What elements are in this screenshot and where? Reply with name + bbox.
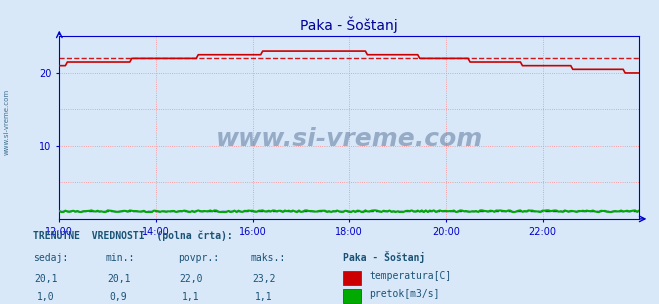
Text: maks.:: maks.: [250,253,285,263]
Text: Paka - Šoštanj: Paka - Šoštanj [343,250,425,263]
Text: 20,1: 20,1 [34,274,58,284]
Text: 1,1: 1,1 [255,292,272,302]
Text: povpr.:: povpr.: [178,253,219,263]
Text: www.si-vreme.com: www.si-vreme.com [3,88,9,155]
Text: 22,0: 22,0 [179,274,203,284]
Text: TRENUTNE  VREDNOSTI  (polna črta):: TRENUTNE VREDNOSTI (polna črta): [33,231,233,241]
Text: 23,2: 23,2 [252,274,275,284]
Bar [343,289,361,303]
Text: www.si-vreme.com: www.si-vreme.com [215,127,483,150]
Text: min.:: min.: [105,253,135,263]
Title: Paka - Šoštanj: Paka - Šoštanj [301,16,398,33]
Text: pretok[m3/s]: pretok[m3/s] [369,289,440,299]
Text: 1,1: 1,1 [183,292,200,302]
Text: temperatura[C]: temperatura[C] [369,271,451,281]
Text: 0,9: 0,9 [110,292,127,302]
Text: 1,0: 1,0 [38,292,55,302]
Text: sedaj:: sedaj: [33,253,68,263]
Text: 20,1: 20,1 [107,274,130,284]
Bar [343,271,361,285]
